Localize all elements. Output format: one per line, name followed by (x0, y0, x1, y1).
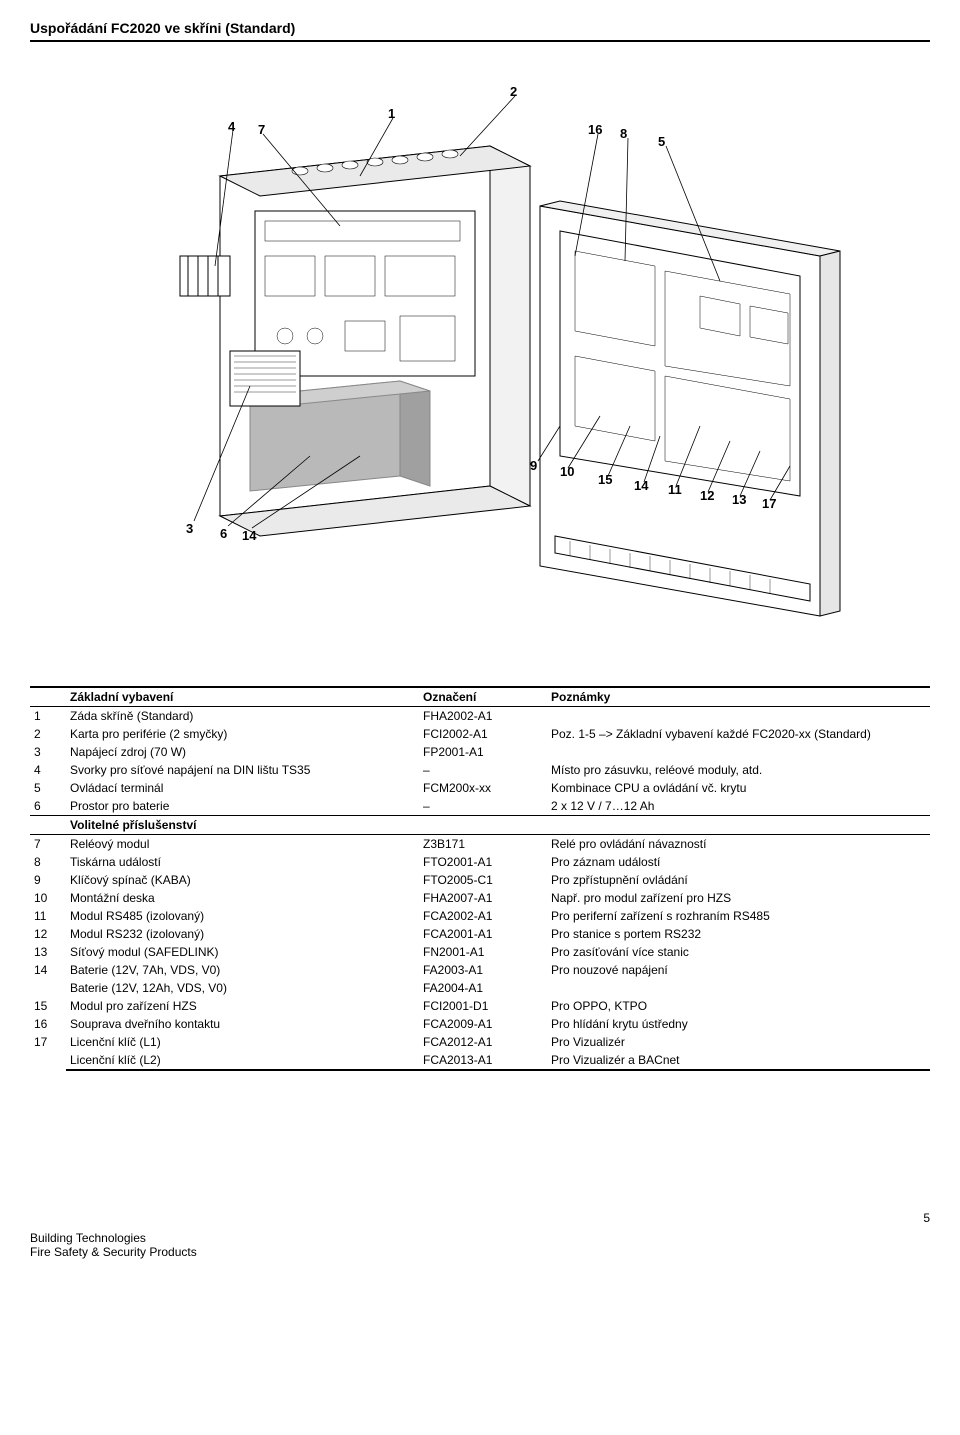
table-row: Licenční klíč (L2)FCA2013-A1Pro Vizualiz… (30, 1051, 930, 1070)
diagram-container: 471216853614910151411121317 (30, 56, 930, 656)
callout-13: 13 (732, 492, 746, 507)
callout-8: 8 (620, 126, 627, 141)
table-row: 5Ovládací terminálFCM200x-xxKombinace CP… (30, 779, 930, 797)
page-footer: 5 Building Technologies Fire Safety & Se… (30, 1231, 930, 1259)
callout-6: 6 (220, 526, 227, 541)
callout-17: 17 (762, 496, 776, 511)
callout-15: 15 (598, 472, 612, 487)
callout-16: 16 (588, 122, 602, 137)
callout-7: 7 (258, 122, 265, 137)
table-row: 4Svorky pro síťové napájení na DIN lištu… (30, 761, 930, 779)
callout-4: 4 (228, 119, 235, 134)
table-row: 14Baterie (12V, 7Ah, VDS, V0)FA2003-A1Pr… (30, 961, 930, 979)
page-title: Uspořádání FC2020 ve skříni (Standard) (30, 20, 930, 42)
footer-line-2: Fire Safety & Security Products (30, 1245, 930, 1259)
table-row: 12Modul RS232 (izolovaný)FCA2001-A1Pro s… (30, 925, 930, 943)
callout-11: 11 (668, 482, 682, 497)
table-row: 13Síťový modul (SAFEDLINK)FN2001-A1Pro z… (30, 943, 930, 961)
header-basic: Základní vybavení (66, 687, 419, 707)
table-row: 1Záda skříně (Standard)FHA2002-A1 (30, 707, 930, 726)
table-row: 8Tiskárna událostíFTO2001-A1Pro záznam u… (30, 853, 930, 871)
callout-5: 5 (658, 134, 665, 149)
callout-2: 2 (510, 84, 517, 99)
header-optional: Volitelné příslušenství (66, 816, 930, 835)
callout-9: 9 (530, 458, 537, 473)
header-notes: Poznámky (547, 687, 930, 707)
callout-12: 12 (700, 488, 714, 503)
table-row: 15Modul pro zařízení HZSFCI2001-D1Pro OP… (30, 997, 930, 1015)
table-row: 10Montážní deskaFHA2007-A1Např. pro modu… (30, 889, 930, 907)
callout-1: 1 (388, 106, 395, 121)
table-row: 3Napájecí zdroj (70 W)FP2001-A1 (30, 743, 930, 761)
callout-14: 14 (242, 528, 256, 543)
table-row: 11Modul RS485 (izolovaný)FCA2002-A1Pro p… (30, 907, 930, 925)
callout-10: 10 (560, 464, 574, 479)
callout-14: 14 (634, 478, 648, 493)
table-row: 6Prostor pro baterie–2 x 12 V / 7…12 Ah (30, 797, 930, 816)
callout-3: 3 (186, 521, 193, 536)
table-row: 9Klíčový spínač (KABA)FTO2005-C1Pro zpří… (30, 871, 930, 889)
header-code: Označení (419, 687, 547, 707)
table-row: 16Souprava dveřního kontaktuFCA2009-A1Pr… (30, 1015, 930, 1033)
table-row: 2Karta pro periférie (2 smyčky)FCI2002-A… (30, 725, 930, 743)
page-number: 5 (923, 1211, 930, 1225)
equipment-table: Základní vybaveníOznačeníPoznámky1Záda s… (30, 686, 930, 1071)
cabinet-svg (100, 56, 860, 656)
footer-line-1: Building Technologies (30, 1231, 930, 1245)
table-row: 7Reléový modulZ3B171Relé pro ovládání ná… (30, 835, 930, 854)
exploded-diagram: 471216853614910151411121317 (100, 56, 860, 656)
table-row: 17Licenční klíč (L1)FCA2012-A1Pro Vizual… (30, 1033, 930, 1051)
